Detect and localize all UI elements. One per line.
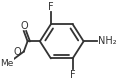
Text: O: O: [20, 21, 28, 31]
Text: F: F: [48, 2, 54, 12]
Text: F: F: [70, 70, 75, 80]
Text: NH₂: NH₂: [98, 36, 117, 46]
Text: O: O: [14, 47, 21, 57]
Text: Me: Me: [0, 59, 13, 68]
